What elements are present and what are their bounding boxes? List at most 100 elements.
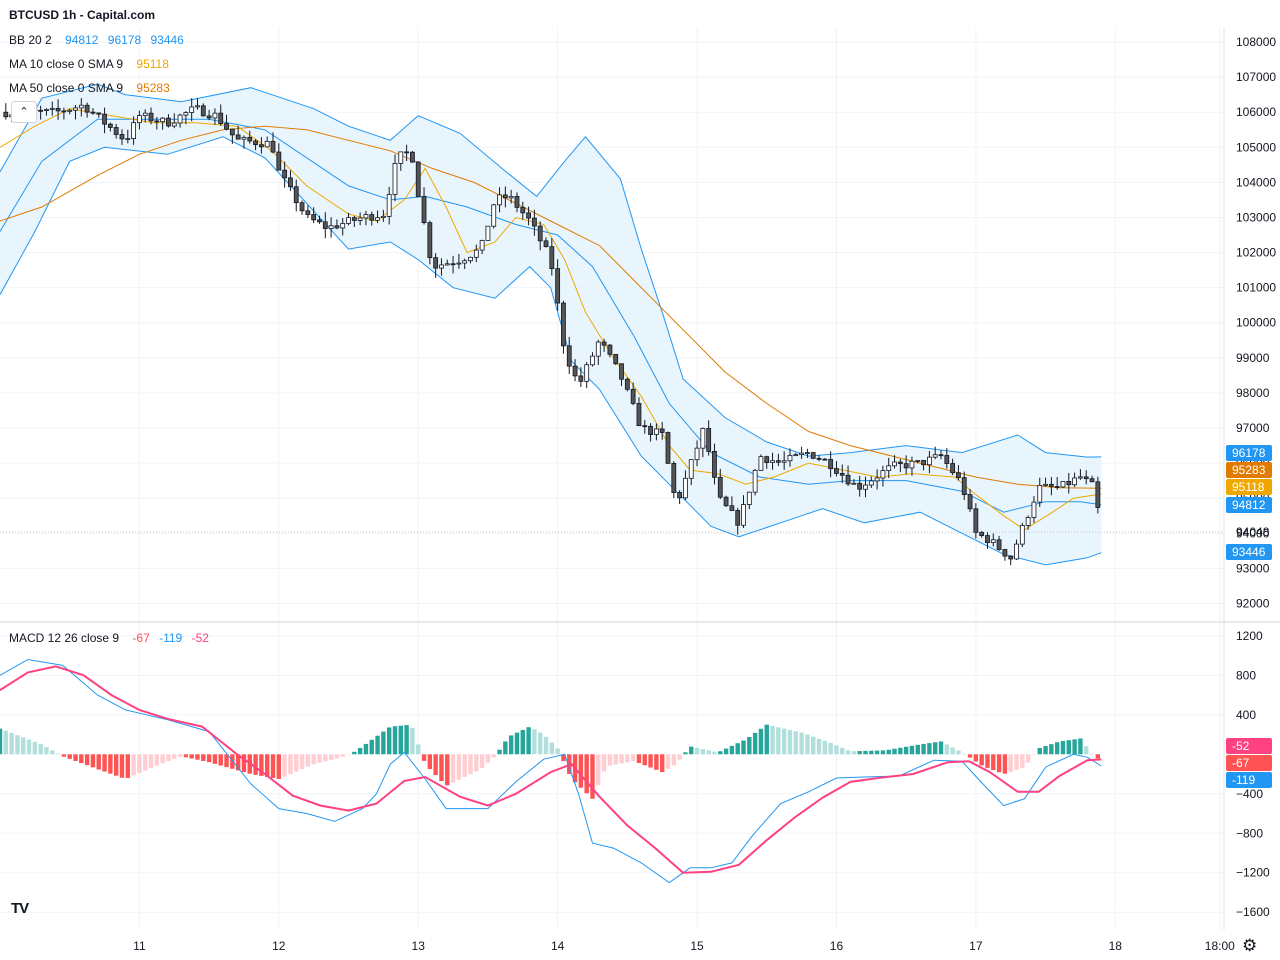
candle — [758, 454, 764, 471]
histogram-bar — [758, 728, 764, 755]
candle-body — [450, 263, 456, 266]
candle — [619, 363, 624, 387]
candle — [427, 220, 433, 265]
histogram-bar — [503, 741, 508, 755]
histogram-bar — [143, 754, 148, 771]
histogram-bar — [845, 750, 851, 755]
candle — [845, 465, 851, 486]
histogram-bar — [67, 754, 72, 759]
candle — [648, 423, 653, 442]
candle — [456, 253, 462, 269]
candle-body — [1089, 478, 1095, 483]
histogram-bar — [735, 743, 740, 755]
histogram-bar — [718, 751, 723, 755]
histogram-bar — [148, 754, 154, 769]
candle-body — [1095, 481, 1101, 508]
collapse-legend-button[interactable]: ⌃ — [11, 101, 37, 123]
candle — [1014, 539, 1019, 560]
histogram-bar — [96, 754, 101, 770]
candle-body — [206, 115, 212, 119]
candle-body — [537, 225, 543, 242]
candle-body — [55, 107, 61, 112]
histogram-bar — [590, 754, 595, 799]
histogram-bar — [15, 735, 20, 755]
candle — [1072, 472, 1078, 488]
histogram-bar — [241, 754, 247, 773]
candle — [520, 201, 526, 220]
candle-body — [555, 268, 561, 304]
histogram-bar — [857, 751, 862, 755]
histogram-bar — [1037, 747, 1042, 755]
candle-body — [125, 138, 131, 141]
candle — [700, 427, 706, 458]
histogram-bar — [642, 754, 647, 766]
histogram-bar — [578, 754, 584, 788]
candle — [166, 114, 171, 128]
histogram-bar — [398, 725, 403, 755]
candle-body — [61, 110, 67, 113]
legend-ma50[interactable]: MA 50 close 0 SMA 9 95283 — [9, 81, 176, 95]
candle — [880, 465, 886, 487]
macd-tick-label: −800 — [1236, 826, 1263, 840]
candle-body — [270, 140, 276, 153]
histogram-bar — [259, 754, 264, 776]
candle-body — [1054, 486, 1060, 488]
macd-tick-label: 400 — [1236, 708, 1256, 722]
histogram-bar — [1008, 754, 1013, 772]
candle — [601, 338, 607, 352]
candle — [299, 200, 305, 215]
legend-bb[interactable]: BB 20 2 94812 96178 93446 — [9, 33, 190, 47]
histogram-bar — [79, 754, 84, 764]
candle-body — [624, 378, 630, 390]
histogram-bar — [787, 729, 793, 755]
candle — [1066, 472, 1072, 494]
histogram-bar — [648, 754, 653, 768]
histogram-bar — [450, 754, 456, 783]
candle-body — [613, 353, 619, 365]
histogram-bar — [276, 754, 282, 779]
tradingview-logo[interactable]: TV — [11, 900, 29, 917]
histogram-bar — [979, 754, 984, 766]
candle — [276, 143, 282, 171]
candle — [607, 344, 613, 358]
candle — [212, 108, 218, 125]
candle-body — [334, 225, 340, 229]
candle — [189, 98, 195, 122]
candle-body — [369, 214, 375, 221]
histogram-bar — [619, 754, 624, 764]
candle-body — [956, 472, 961, 479]
candle — [433, 253, 439, 278]
legend-macd[interactable]: MACD 12 26 close 9 -67 -119 -52 — [9, 631, 215, 645]
histogram-bar — [747, 737, 752, 755]
histogram-bar — [561, 754, 566, 762]
legend-macd-line: -119 — [159, 631, 183, 645]
candle — [90, 108, 96, 115]
candle-body — [863, 484, 868, 490]
candle-body — [1060, 480, 1066, 488]
legend-macd-name: MACD 12 26 close 9 — [9, 631, 120, 645]
candle-body — [195, 105, 200, 108]
candle-body — [526, 212, 531, 219]
histogram-bar — [874, 750, 880, 755]
candle-body — [415, 161, 421, 197]
candle — [154, 117, 160, 130]
histogram-bar — [108, 754, 113, 774]
candle-body — [247, 136, 253, 142]
price-tick-label: 103000 — [1236, 210, 1276, 224]
candle-body — [874, 477, 880, 482]
histogram-bar — [1066, 740, 1071, 755]
histogram-bar — [305, 754, 311, 767]
candle — [590, 352, 595, 367]
legend-ma10[interactable]: MA 10 close 0 SMA 9 95118 — [9, 57, 175, 71]
histogram-bar — [264, 754, 270, 777]
candle-body — [717, 476, 723, 498]
gear-icon[interactable]: ⚙ — [1242, 936, 1258, 955]
candle-body — [427, 222, 433, 259]
histogram-bar — [363, 743, 369, 755]
histogram-bar — [160, 754, 165, 764]
candle — [938, 450, 944, 460]
candle-body — [735, 510, 741, 526]
candle-body — [990, 539, 996, 544]
candle — [44, 108, 49, 116]
